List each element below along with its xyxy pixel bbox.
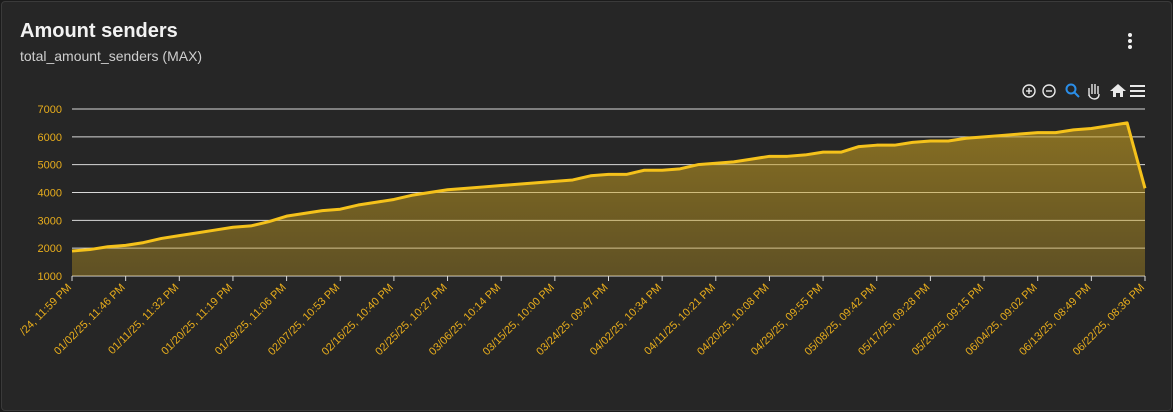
y-tick-label: 5000 — [38, 160, 62, 172]
line — [71, 121, 1147, 253]
reset[interactable] — [1110, 84, 1126, 97]
chart-subtitle: total_amount_senders (MAX) — [20, 48, 203, 64]
toolbar — [1022, 83, 1145, 100]
chart-title: Amount senders — [20, 20, 178, 42]
menu-button[interactable] — [1128, 33, 1132, 49]
y-tick-label: 1000 — [38, 271, 62, 283]
zoom-select[interactable] — [1065, 83, 1080, 98]
x-tick-label: /24, 11:59 PM — [18, 282, 74, 338]
menu[interactable] — [1130, 85, 1145, 97]
zoom-in[interactable] — [1022, 84, 1036, 98]
y-tick-label: 2000 — [38, 243, 62, 255]
zoom-out[interactable] — [1042, 84, 1056, 98]
area-fill — [72, 122, 1145, 277]
pan[interactable] — [1088, 84, 1100, 100]
y-tick-label: 6000 — [38, 132, 62, 144]
y-tick-label: 7000 — [38, 104, 62, 116]
y-tick-label: 3000 — [38, 215, 62, 227]
y-tick-label: 4000 — [38, 188, 62, 200]
